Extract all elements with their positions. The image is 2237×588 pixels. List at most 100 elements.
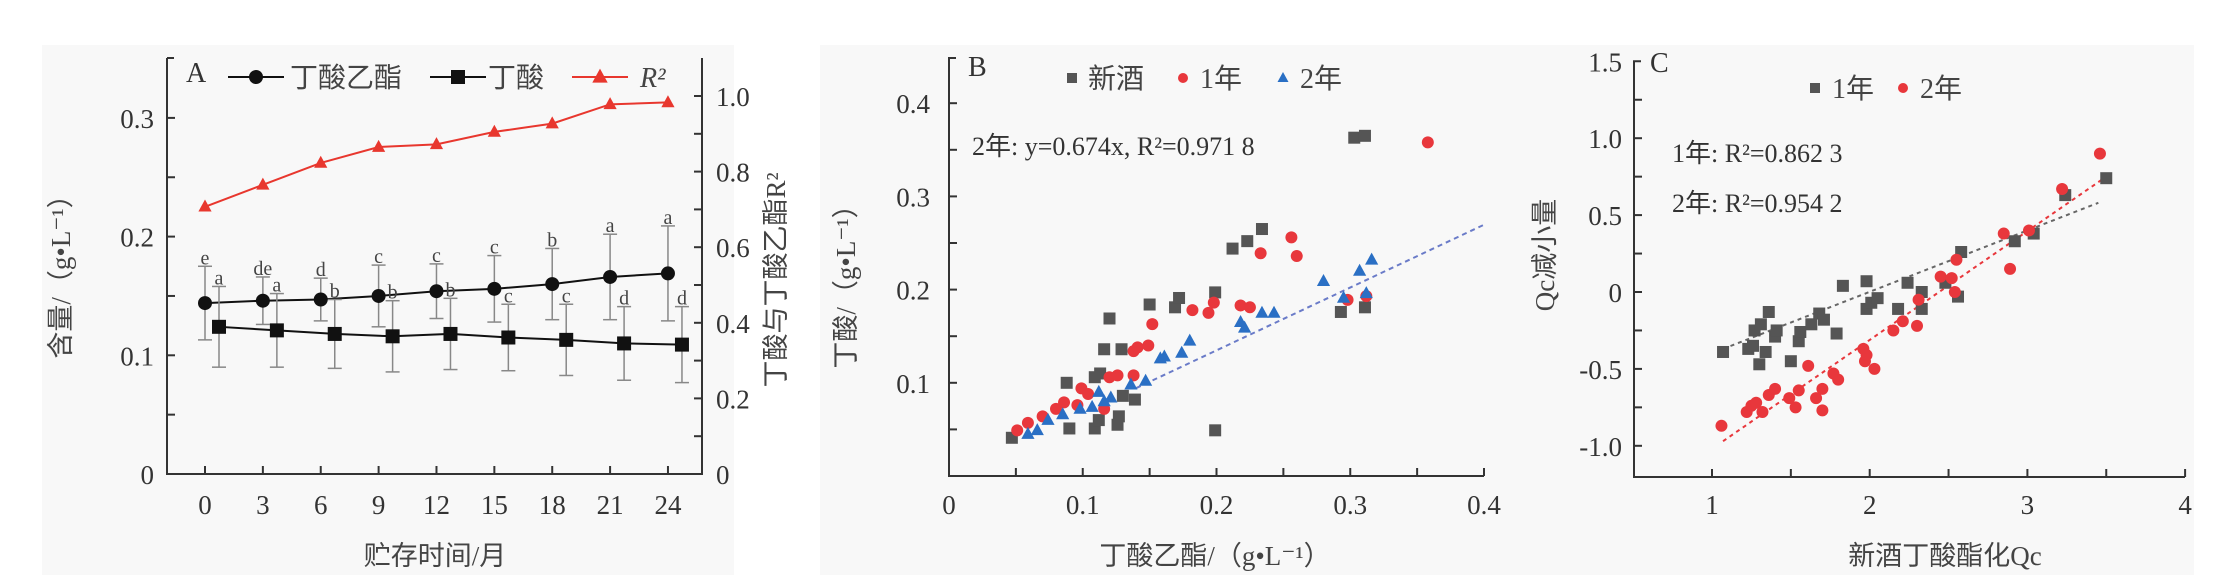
data-point bbox=[1792, 335, 1805, 348]
significance-letter: e bbox=[201, 247, 210, 269]
trend-line bbox=[1722, 175, 2107, 443]
data-point bbox=[1887, 324, 1900, 337]
y-axis-title: 丁酸/（g•L⁻¹） bbox=[831, 191, 861, 368]
data-point bbox=[1243, 301, 1256, 314]
data-point bbox=[1805, 318, 1818, 331]
data-point bbox=[1092, 384, 1106, 397]
y-tick-label: 1.0 bbox=[1588, 124, 1622, 154]
regression-equation: 2年: y=0.674x, R²=0.971 8 bbox=[972, 132, 1255, 161]
data-point bbox=[371, 288, 386, 303]
data-point bbox=[429, 284, 444, 299]
y-axis-title: 含量/（g•L⁻¹） bbox=[46, 181, 76, 358]
y-tick-label: 0.1 bbox=[120, 341, 154, 371]
data-point bbox=[1234, 299, 1247, 312]
data-point bbox=[1186, 304, 1199, 317]
data-point bbox=[1226, 242, 1239, 255]
x-tick-label: 18 bbox=[539, 490, 566, 520]
panel-c-background bbox=[1512, 45, 2194, 575]
significance-letter: d bbox=[677, 288, 687, 310]
data-point bbox=[1207, 296, 1220, 309]
series-2年 bbox=[1715, 147, 2106, 432]
data-point bbox=[198, 199, 212, 212]
x-tick-label: 9 bbox=[372, 490, 386, 520]
legend-label: R² bbox=[639, 63, 666, 94]
data-point bbox=[559, 332, 574, 347]
data-point bbox=[1143, 298, 1156, 311]
x-axis-title: 贮存时间/月 bbox=[364, 541, 507, 571]
y-right-tick-label: 0.2 bbox=[716, 384, 750, 414]
y-right-tick-label: 0.8 bbox=[716, 158, 750, 188]
data-point bbox=[1254, 247, 1267, 260]
data-point bbox=[1073, 401, 1087, 414]
data-point bbox=[501, 330, 516, 345]
trend-line bbox=[1135, 223, 1485, 389]
data-point bbox=[1139, 373, 1153, 386]
significance-letter: c bbox=[490, 237, 499, 259]
y-tick-label: 0.3 bbox=[120, 104, 154, 134]
data-point bbox=[1789, 401, 1802, 414]
data-point bbox=[1063, 422, 1076, 435]
data-point bbox=[1783, 392, 1796, 405]
data-point bbox=[1267, 305, 1281, 318]
data-point bbox=[487, 281, 502, 296]
data-point bbox=[255, 293, 270, 308]
x-tick-label: 0.1 bbox=[1066, 490, 1100, 520]
data-point bbox=[1830, 327, 1843, 340]
data-point bbox=[1832, 373, 1845, 386]
data-point bbox=[1255, 305, 1269, 318]
y-tick-label: 0.2 bbox=[120, 223, 154, 253]
data-point bbox=[1860, 275, 1873, 288]
significance-letter: c bbox=[374, 246, 383, 268]
x-tick-label: 4 bbox=[2178, 490, 2192, 520]
legend-marker bbox=[249, 70, 263, 84]
data-point bbox=[429, 137, 444, 150]
data-point bbox=[1290, 250, 1303, 263]
data-point bbox=[617, 336, 632, 351]
data-point bbox=[1759, 345, 1772, 358]
data-point bbox=[1183, 333, 1197, 346]
y-tick-label: 1.5 bbox=[1588, 47, 1622, 77]
data-point bbox=[1747, 339, 1760, 352]
data-point bbox=[1802, 359, 1815, 372]
data-point bbox=[1753, 358, 1766, 371]
data-point bbox=[1358, 301, 1371, 314]
data-point bbox=[1934, 270, 1947, 283]
data-point bbox=[1060, 376, 1073, 389]
data-point bbox=[2093, 147, 2106, 160]
y-tick-label: 0.5 bbox=[1588, 201, 1622, 231]
data-point bbox=[1021, 416, 1034, 429]
data-point bbox=[1092, 414, 1105, 427]
data-point bbox=[1030, 423, 1044, 436]
data-point bbox=[1997, 227, 2010, 240]
significance-letter: b bbox=[547, 229, 557, 251]
data-point bbox=[1365, 252, 1379, 265]
significance-letter: c bbox=[504, 285, 513, 307]
data-point bbox=[256, 177, 270, 190]
data-point bbox=[1241, 235, 1254, 248]
data-point bbox=[1792, 384, 1805, 397]
y-right-tick-label: 0.4 bbox=[716, 309, 750, 339]
data-point bbox=[1860, 349, 1873, 362]
data-point bbox=[1871, 292, 1884, 305]
x-tick-label: 2 bbox=[1863, 490, 1877, 520]
y-tick-label: 0 bbox=[141, 460, 155, 490]
legend-marker bbox=[1067, 73, 1077, 83]
data-point bbox=[1794, 325, 1807, 338]
data-point bbox=[313, 292, 328, 307]
data-point bbox=[603, 269, 618, 284]
data-point bbox=[372, 139, 386, 152]
data-point bbox=[443, 326, 458, 341]
data-point bbox=[660, 266, 675, 281]
data-point bbox=[603, 97, 617, 110]
data-point bbox=[198, 296, 212, 311]
data-point bbox=[2100, 172, 2113, 185]
legend-marker bbox=[1810, 83, 1820, 93]
panel-b: 0.1 0.2 0.3 0.4 0 0.1 0.2 0.3 0.4 丁酸乙酯/（g•L⁻¹） 丁酸/… bbox=[831, 52, 1501, 571]
data-point bbox=[1082, 387, 1095, 400]
x-tick-label: 3 bbox=[2021, 490, 2035, 520]
data-point bbox=[1104, 390, 1118, 403]
data-point bbox=[1116, 389, 1129, 402]
data-point bbox=[1124, 377, 1138, 390]
data-point bbox=[1754, 318, 1767, 331]
